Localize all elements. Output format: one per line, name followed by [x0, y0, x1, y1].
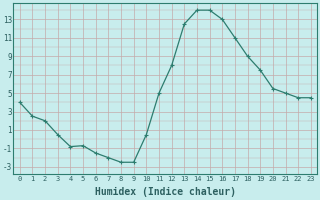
- X-axis label: Humidex (Indice chaleur): Humidex (Indice chaleur): [95, 187, 236, 197]
